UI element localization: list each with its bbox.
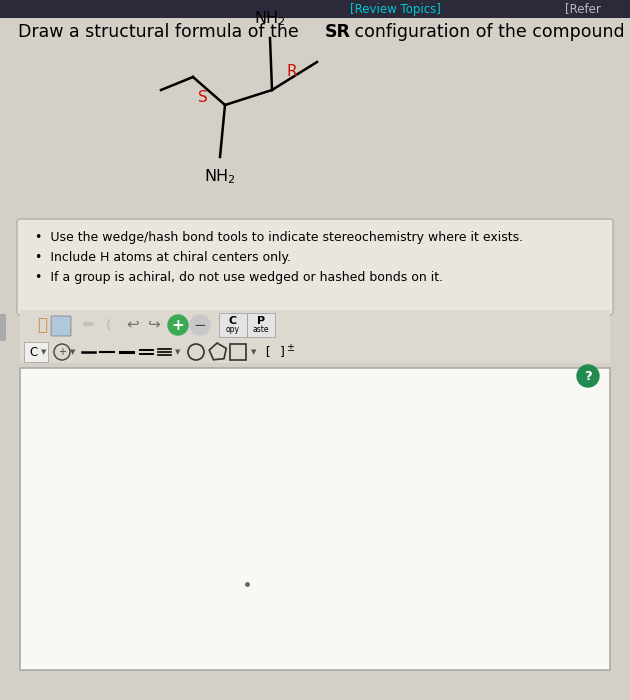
Text: S: S: [198, 90, 208, 104]
FancyBboxPatch shape: [0, 314, 6, 341]
Text: •  Use the wedge/hash bond tools to indicate stereochemistry where it exists.: • Use the wedge/hash bond tools to indic…: [35, 230, 523, 244]
Circle shape: [577, 365, 599, 387]
Text: SR: SR: [325, 23, 351, 41]
Text: •  If a group is achiral, do not use wedged or hashed bonds on it.: • If a group is achiral, do not use wedg…: [35, 270, 443, 284]
Text: [Refer: [Refer: [565, 3, 601, 15]
Text: ▼: ▼: [251, 349, 256, 355]
FancyBboxPatch shape: [17, 219, 613, 315]
Bar: [20, 368, 610, 670]
Bar: [0, 0, 630, 18]
Text: R: R: [287, 64, 297, 80]
Text: ⟨: ⟨: [106, 318, 110, 332]
Text: ±: ±: [286, 343, 294, 353]
Text: +: +: [58, 347, 66, 357]
Text: −: −: [193, 318, 207, 332]
Text: ↩: ↩: [127, 316, 139, 332]
Text: [ ]: [ ]: [264, 346, 286, 358]
Text: ▼: ▼: [42, 349, 47, 355]
Text: •  Include H atoms at chiral centers only.: • Include H atoms at chiral centers only…: [35, 251, 291, 263]
Text: P: P: [257, 316, 265, 326]
FancyBboxPatch shape: [247, 313, 275, 337]
Text: aste: aste: [253, 325, 269, 333]
Text: [Review Topics]: [Review Topics]: [350, 3, 440, 15]
Text: C: C: [229, 316, 237, 326]
Circle shape: [190, 315, 210, 335]
Circle shape: [168, 315, 188, 335]
Text: ✏: ✏: [82, 318, 94, 332]
Text: ↪: ↪: [147, 316, 159, 332]
Text: opy: opy: [226, 325, 240, 333]
FancyBboxPatch shape: [51, 316, 71, 336]
Text: Draw a structural formula of the: Draw a structural formula of the: [18, 23, 304, 41]
Text: C: C: [29, 346, 37, 358]
Bar: [20, 342, 610, 363]
FancyBboxPatch shape: [24, 342, 48, 362]
FancyBboxPatch shape: [219, 313, 247, 337]
Bar: [20, 310, 610, 342]
Text: +: +: [171, 318, 185, 332]
Text: ▼: ▼: [175, 349, 181, 355]
Text: configuration of the compound shown below.: configuration of the compound shown belo…: [349, 23, 630, 41]
Text: NH$_2$: NH$_2$: [255, 9, 286, 28]
Text: ▼: ▼: [71, 349, 76, 355]
Text: NH$_2$: NH$_2$: [204, 167, 236, 186]
Text: ?: ?: [584, 370, 592, 382]
Text: 🖐: 🖐: [37, 316, 47, 334]
